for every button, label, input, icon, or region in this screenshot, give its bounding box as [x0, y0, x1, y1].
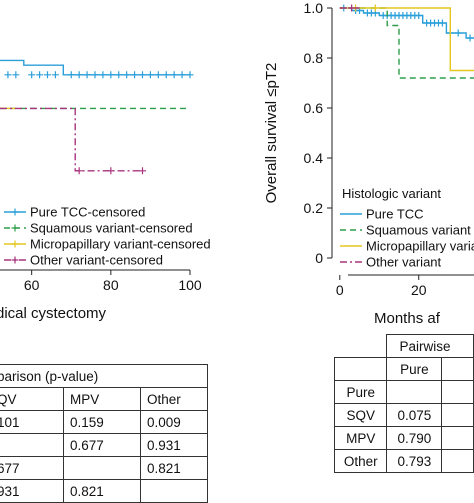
- left-table-cell: 0.821: [140, 456, 208, 480]
- left-table-cell: 101: [0, 410, 64, 434]
- censor-mark: [178, 71, 186, 79]
- left-pvalue-table: parison (p-value) QV MPV Other 101 0.159…: [0, 364, 208, 503]
- left-table-header-qv: QV: [0, 387, 64, 411]
- series-line-2: [339, 7, 474, 72]
- x-tick-label: 60: [24, 277, 40, 293]
- series-line-1: [339, 7, 474, 79]
- legend-label: Squamous variant-censored: [30, 221, 193, 236]
- censor-mark: [146, 71, 154, 79]
- left-table-cell: 0.931: [140, 433, 208, 457]
- right-table-cell: [386, 380, 443, 404]
- x-tick-label: 20: [411, 282, 427, 298]
- censor-mark: [131, 71, 139, 79]
- right-table-cell: 0.793: [386, 449, 443, 473]
- left-table-cell: [63, 456, 141, 480]
- censor-mark: [36, 71, 44, 79]
- right-pvalue-table: Pairwise Pure Pure SQV 0.075 MPV 0.790 O…: [333, 334, 474, 473]
- left-table-header-mpv: MPV: [63, 387, 141, 411]
- censor-mark: [123, 71, 131, 79]
- right-table-cell: 0.075: [386, 403, 443, 427]
- left-table-cell: 0.009: [140, 410, 208, 434]
- left-table-cell: 0.159: [63, 410, 141, 434]
- right-table-cell: 0.790: [386, 426, 443, 450]
- censor-mark: [139, 71, 146, 79]
- y-tick-label: 0.8: [304, 50, 324, 66]
- censor-mark: [115, 71, 123, 79]
- censor-mark: [371, 4, 379, 12]
- left-table-cell: 0.677: [63, 433, 141, 457]
- legend-label: Other variant-censored: [30, 253, 163, 268]
- left-table-cell: 677: [0, 456, 64, 480]
- left-table-cell: 931: [0, 479, 64, 503]
- censor-mark: [75, 71, 83, 79]
- right-table-rowhead: MPV: [333, 426, 388, 450]
- legend-censor-mark: [11, 240, 19, 248]
- censor-mark: [154, 71, 162, 79]
- x-axis-label: dical cystectomy: [0, 305, 107, 322]
- legend-label: Micropapillary variant: [366, 239, 474, 254]
- legend-label: Squamous variant: [366, 223, 471, 238]
- censor-mark: [454, 29, 462, 37]
- x-axis-label: Months af: [374, 310, 441, 327]
- legend-label: Micropapillary variant-censored: [30, 237, 211, 252]
- censor-mark: [91, 71, 99, 79]
- censor-mark: [139, 167, 146, 175]
- right-table-rowhead: Other: [333, 449, 388, 473]
- y-tick-label: 1.0: [304, 0, 324, 16]
- y-tick-label: 0: [315, 250, 323, 266]
- left-table-title: parison (p-value): [0, 364, 208, 388]
- censor-mark: [415, 12, 423, 19]
- left-table-header-other: Other: [140, 387, 208, 411]
- right-table-header-pure: Pure: [386, 357, 443, 381]
- censor-mark: [44, 71, 51, 79]
- x-tick-label: 0: [336, 282, 344, 298]
- censor-mark: [438, 19, 446, 27]
- right-table-rowhead: Pure: [333, 380, 388, 404]
- censor-mark: [12, 71, 20, 79]
- right-table-title: Pairwise: [386, 334, 474, 358]
- censor-mark: [67, 71, 75, 79]
- legend-label: Pure TCC-censored: [30, 205, 145, 220]
- left-table-cell: [0, 433, 64, 457]
- y-tick-label: 0.6: [304, 100, 324, 116]
- censor-mark: [75, 167, 83, 175]
- censor-mark: [107, 167, 115, 175]
- y-tick-label: 0.2: [304, 200, 324, 216]
- censor-mark: [4, 71, 12, 79]
- right-table-corner: [333, 357, 388, 381]
- censor-mark: [348, 4, 356, 12]
- censor-mark: [107, 71, 115, 79]
- censor-mark: [83, 71, 91, 79]
- y-axis-label: Overall survival ≤pT2: [263, 63, 280, 204]
- x-tick-label: 80: [103, 277, 119, 293]
- censor-mark: [99, 71, 107, 79]
- legend-censor-mark: [11, 224, 19, 232]
- right-table-rowhead: SQV: [333, 403, 388, 427]
- censor-mark: [170, 71, 178, 79]
- censor-mark: [466, 34, 474, 42]
- legend-censor-mark: [11, 256, 19, 264]
- survival-charts: 60 80 100 dical cystectomy Pure TCC-censored…: [0, 0, 474, 327]
- censor-mark: [28, 71, 36, 79]
- y-tick-label: 0.4: [304, 150, 324, 166]
- censor-mark: [186, 71, 194, 79]
- censor-mark: [162, 71, 170, 79]
- legend-title: Histologic variant: [342, 186, 441, 201]
- legend-censor-mark: [11, 208, 19, 216]
- censor-mark: [51, 71, 59, 79]
- left-table-cell: [140, 479, 208, 503]
- left-table-cell: 0.821: [63, 479, 141, 503]
- legend-label: Other variant: [366, 255, 442, 270]
- series-line-3: [0, 107, 143, 172]
- x-tick-label: 100: [178, 277, 202, 293]
- legend-label: Pure TCC: [366, 207, 424, 222]
